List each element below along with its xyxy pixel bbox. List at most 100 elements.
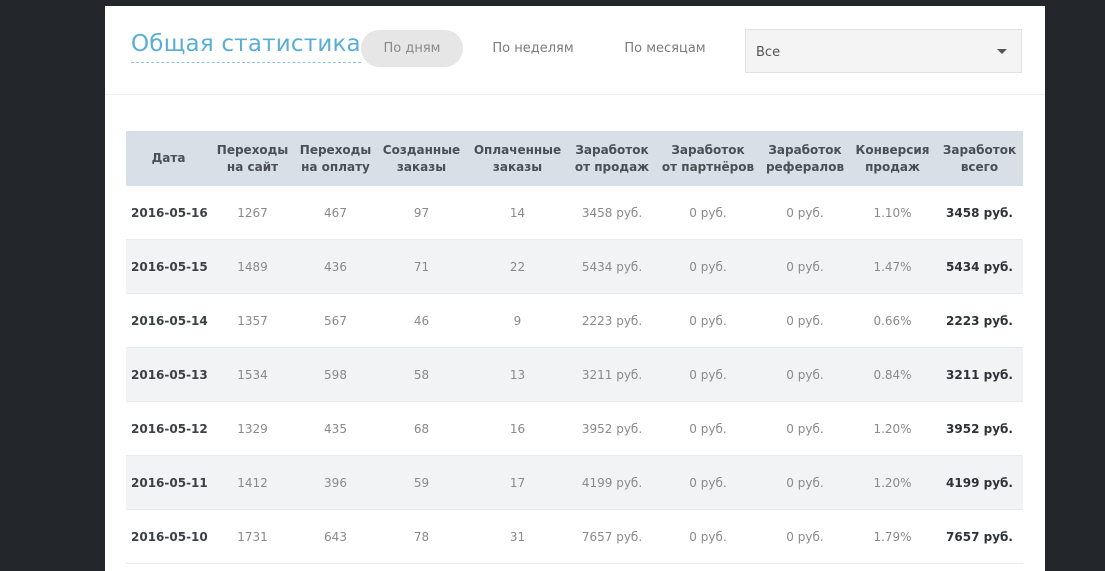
- column-header-line: Созданные: [382, 142, 461, 157]
- table-cell: 2016-05-12: [126, 401, 211, 456]
- table-cell: 58: [377, 347, 466, 402]
- table-cell: 31: [466, 509, 569, 564]
- table-row: 2016-05-10 1731 643 78 31 7657 руб. 0 руб. 0 ру…: [126, 509, 1023, 564]
- column-header: Заработок всего: [936, 131, 1023, 186]
- table-cell: 2016-05-10: [126, 509, 211, 564]
- table-cell: 1489: [211, 239, 294, 294]
- table-row: 2016-05-16 1267 467 97 14 3458 руб. 0 руб. 0 ру…: [126, 186, 1023, 240]
- table-row: 2016-05-15 1489 436 71 22 5434 руб. 0 руб. 0 ру…: [126, 239, 1023, 294]
- table-cell: 1.10%: [849, 186, 936, 240]
- column-header: Оплаченные заказы: [466, 131, 569, 186]
- table-cell: 78: [377, 509, 466, 564]
- table-cell: 2016-05-11: [126, 455, 211, 510]
- table-cell: 4199 руб.: [569, 455, 655, 510]
- table-cell: 2223 руб.: [936, 293, 1023, 348]
- table-cell: 16: [466, 401, 569, 456]
- table-body: 2016-05-16 1267 467 97 14 3458 руб. 0 руб. 0 ру…: [126, 186, 1023, 564]
- table-cell: 0 руб.: [655, 509, 761, 564]
- table-row: 2016-05-12 1329 435 68 16 3952 руб. 0 руб. 0 ру…: [126, 401, 1023, 456]
- table-cell: 0 руб.: [761, 455, 849, 510]
- column-header-line: продаж: [865, 159, 920, 174]
- table-cell: 1534: [211, 347, 294, 402]
- table-cell: 0 руб.: [655, 347, 761, 402]
- table-cell: 0 руб.: [655, 455, 761, 510]
- column-header: Созданные заказы: [377, 131, 466, 186]
- table-cell: 17: [466, 455, 569, 510]
- table-cell: 1.47%: [849, 239, 936, 294]
- table-row: 2016-05-11 1412 396 59 17 4199 руб. 0 руб. 0 ру…: [126, 455, 1023, 510]
- tab-by-days[interactable]: По дням: [361, 30, 463, 67]
- statistics-table: Дата Переходы на сайт Переходы на оплату Созд…: [126, 131, 1023, 564]
- table-cell: 0 руб.: [761, 239, 849, 294]
- table-row: 2016-05-13 1534 598 58 13 3211 руб. 0 руб. 0 ру…: [126, 347, 1023, 402]
- table-cell: 1267: [211, 186, 294, 240]
- tab-by-weeks[interactable]: По неделям: [492, 41, 574, 56]
- table-cell: 46: [377, 293, 466, 348]
- column-header-line: Дата: [151, 151, 186, 165]
- column-header-line: от продаж: [574, 159, 650, 174]
- column-header-line: Оплаченные: [473, 142, 562, 157]
- table-cell: 435: [294, 401, 377, 456]
- statistics-panel: Общая статистика По дням По неделям По м…: [105, 6, 1045, 571]
- table-cell: 467: [294, 186, 377, 240]
- table-cell: 0 руб.: [655, 239, 761, 294]
- column-header-line: от партнёров: [661, 159, 755, 174]
- table-cell: 68: [377, 401, 466, 456]
- table-cell: 0 руб.: [655, 186, 761, 240]
- table-cell: 0 руб.: [655, 401, 761, 456]
- table-header-row: Дата Переходы на сайт Переходы на оплату Созд…: [126, 131, 1023, 186]
- table-cell: 3458 руб.: [569, 186, 655, 240]
- statistics-header: Общая статистика По дням По неделям По м…: [105, 6, 1045, 95]
- chevron-down-icon: [997, 49, 1007, 54]
- table-cell: 7657 руб.: [569, 509, 655, 564]
- column-header-line: всего: [960, 159, 999, 174]
- table-cell: 3952 руб.: [569, 401, 655, 456]
- column-header: Заработок от партнёров: [655, 131, 761, 186]
- column-header-line: Конверсия: [855, 142, 930, 157]
- table-cell: 1412: [211, 455, 294, 510]
- filter-select[interactable]: Все: [745, 29, 1022, 73]
- table-cell: 3458 руб.: [936, 186, 1023, 240]
- table-cell: 0 руб.: [761, 186, 849, 240]
- table-cell: 0.66%: [849, 293, 936, 348]
- column-header: Переходы на оплату: [294, 131, 377, 186]
- table-header: Дата Переходы на сайт Переходы на оплату Созд…: [126, 131, 1023, 186]
- table-cell: 0 руб.: [655, 293, 761, 348]
- table-cell: 0 руб.: [761, 347, 849, 402]
- table-cell: 1.79%: [849, 509, 936, 564]
- table-cell: 13: [466, 347, 569, 402]
- table-cell: 7657 руб.: [936, 509, 1023, 564]
- column-header-line: на сайт: [226, 159, 279, 174]
- table-cell: 0 руб.: [761, 401, 849, 456]
- column-header: Переходы на сайт: [211, 131, 294, 186]
- column-header-line: Заработок: [575, 142, 649, 157]
- tab-by-months[interactable]: По месяцам: [624, 41, 706, 56]
- table-cell: 436: [294, 239, 377, 294]
- table-row: 2016-05-14 1357 567 46 9 2223 руб. 0 руб. 0 руб…: [126, 293, 1023, 348]
- table-cell: 1.20%: [849, 455, 936, 510]
- column-header-line: заказы: [396, 159, 447, 174]
- table-cell: 567: [294, 293, 377, 348]
- table-cell: 22: [466, 239, 569, 294]
- table-cell: 3211 руб.: [569, 347, 655, 402]
- table-cell: 0.84%: [849, 347, 936, 402]
- table-cell: 97: [377, 186, 466, 240]
- table-cell: 0 руб.: [761, 293, 849, 348]
- table-cell: 3952 руб.: [936, 401, 1023, 456]
- table-cell: 0 руб.: [761, 509, 849, 564]
- table-cell: 1357: [211, 293, 294, 348]
- table-cell: 396: [294, 455, 377, 510]
- table-cell: 1731: [211, 509, 294, 564]
- table-cell: 14: [466, 186, 569, 240]
- table-cell: 2016-05-14: [126, 293, 211, 348]
- table-cell: 9: [466, 293, 569, 348]
- column-header: Заработок рефералов: [761, 131, 849, 186]
- table-cell: 598: [294, 347, 377, 402]
- table-cell: 5434 руб.: [936, 239, 1023, 294]
- column-header: Конверсия продаж: [849, 131, 936, 186]
- table-cell: 71: [377, 239, 466, 294]
- filter-select-value: Все: [756, 45, 781, 60]
- table-cell: 5434 руб.: [569, 239, 655, 294]
- page-title[interactable]: Общая статистика: [131, 30, 361, 63]
- column-header: Дата: [126, 131, 211, 186]
